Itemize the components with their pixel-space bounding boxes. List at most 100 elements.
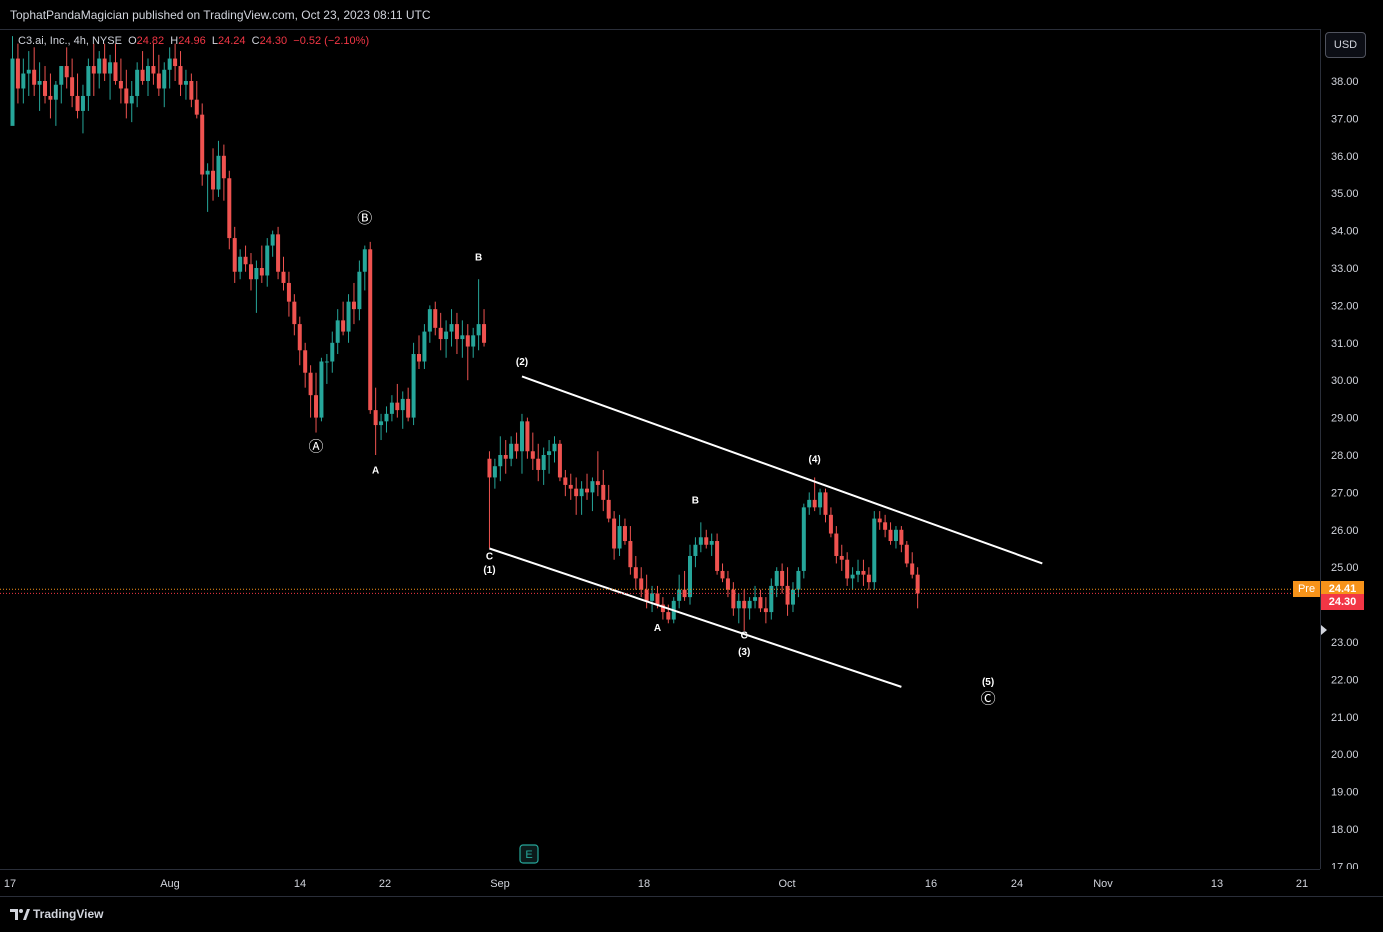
candle [43,66,48,104]
candle-body [21,73,26,89]
candle-body [693,544,698,556]
candle [330,331,335,373]
candle-body [37,81,42,85]
candle-body [124,88,129,104]
candle [438,312,443,351]
candle-body [731,589,736,609]
candle [10,36,15,126]
candle-body [487,458,492,478]
y-tick-label: 22.00 [1331,674,1359,686]
candle [715,533,720,575]
candle [265,238,270,287]
candle-body [368,249,373,411]
candle-body [330,342,335,362]
candle [433,301,438,336]
candle-body [324,361,329,363]
y-tick-label: 23.00 [1331,637,1359,649]
candle [319,357,324,422]
candle [883,514,888,538]
candle [585,473,590,500]
candle-body [601,484,606,500]
time-axis[interactable]: 17 Aug 14 22 Sep 18 Oct 16 24 Nov 13 21 [0,869,1320,896]
candle [276,226,281,280]
candle [888,522,893,545]
candle-body [460,335,465,340]
candle [628,526,633,575]
candle [254,260,259,313]
candle-body [904,544,909,564]
candle-body [417,354,421,362]
y-tick-label: 35.00 [1331,188,1359,200]
candle [780,563,785,594]
symbol-label[interactable]: C3.ai, Inc., 4h, NYSE [18,35,122,47]
candle-body [162,69,167,89]
candle-body [449,324,454,332]
footer-brand[interactable]: TradingView [33,907,104,921]
candle [303,342,308,388]
low-label: L [211,35,219,47]
y-tick-label: 34.00 [1331,226,1359,238]
candle [818,488,823,515]
price-axis-ticks: 38.00 37.00 36.00 35.00 34.00 33.00 32.00 31.00… [1331,76,1359,873]
candle [622,518,627,545]
candle [59,66,64,104]
candle [417,335,421,369]
candle [877,511,882,530]
x-tick-label: Nov [1093,878,1113,890]
scroll-right-icon[interactable] [1319,624,1329,636]
candle [601,469,606,512]
currency-button[interactable]: USD [1325,32,1366,58]
candle [482,309,487,347]
candle-body [286,282,291,302]
candle-body [812,499,817,508]
candle-body [276,234,281,272]
candle [422,324,427,369]
candle [70,58,75,108]
x-tick-label: 21 [1296,878,1308,890]
candle-body [893,529,898,542]
candle [102,43,107,81]
candle-body [384,413,389,422]
candle-body [91,66,96,74]
candle-body [254,268,259,280]
candle [904,541,909,568]
candle [368,241,373,414]
candle-body [48,95,53,100]
pre-market-price: 24.41 [1321,581,1364,598]
candle-body [303,350,308,373]
candle-body [780,570,785,586]
candle [606,484,611,523]
candle-body [633,567,638,579]
y-tick-label: 18.00 [1331,824,1359,836]
candle [346,294,351,343]
candle [590,477,595,512]
y-tick-label: 30.00 [1331,375,1359,387]
candle [633,555,638,590]
candle-body [872,518,877,583]
candle [801,503,806,579]
chart-plot[interactable]: Ⓐ Ⓑ A B C (1) (2) A B C (3) (4) (5) Ⓒ E [0,29,1320,869]
candle-body [503,455,508,459]
wave-label: B [475,253,482,264]
candle-body [281,271,286,283]
candle [639,567,644,598]
candle [796,567,801,598]
candle-body [498,455,503,467]
candle-body [650,593,655,601]
candle [341,301,346,336]
earnings-label: E [525,849,532,861]
candle [200,103,205,186]
earnings-marker[interactable]: E [519,844,539,864]
candle [568,473,573,500]
candle-body [839,555,844,560]
candle [839,544,844,571]
candle [362,245,367,291]
candle-body [644,589,649,601]
candle-body [574,488,579,497]
candle-body [113,62,118,81]
price-axis[interactable]: 38.00 37.00 36.00 35.00 34.00 33.00 32.00 31.00… [1320,29,1383,873]
candle [238,249,243,280]
candle [357,260,362,321]
candle-body [140,69,145,81]
candle-body [552,443,557,452]
